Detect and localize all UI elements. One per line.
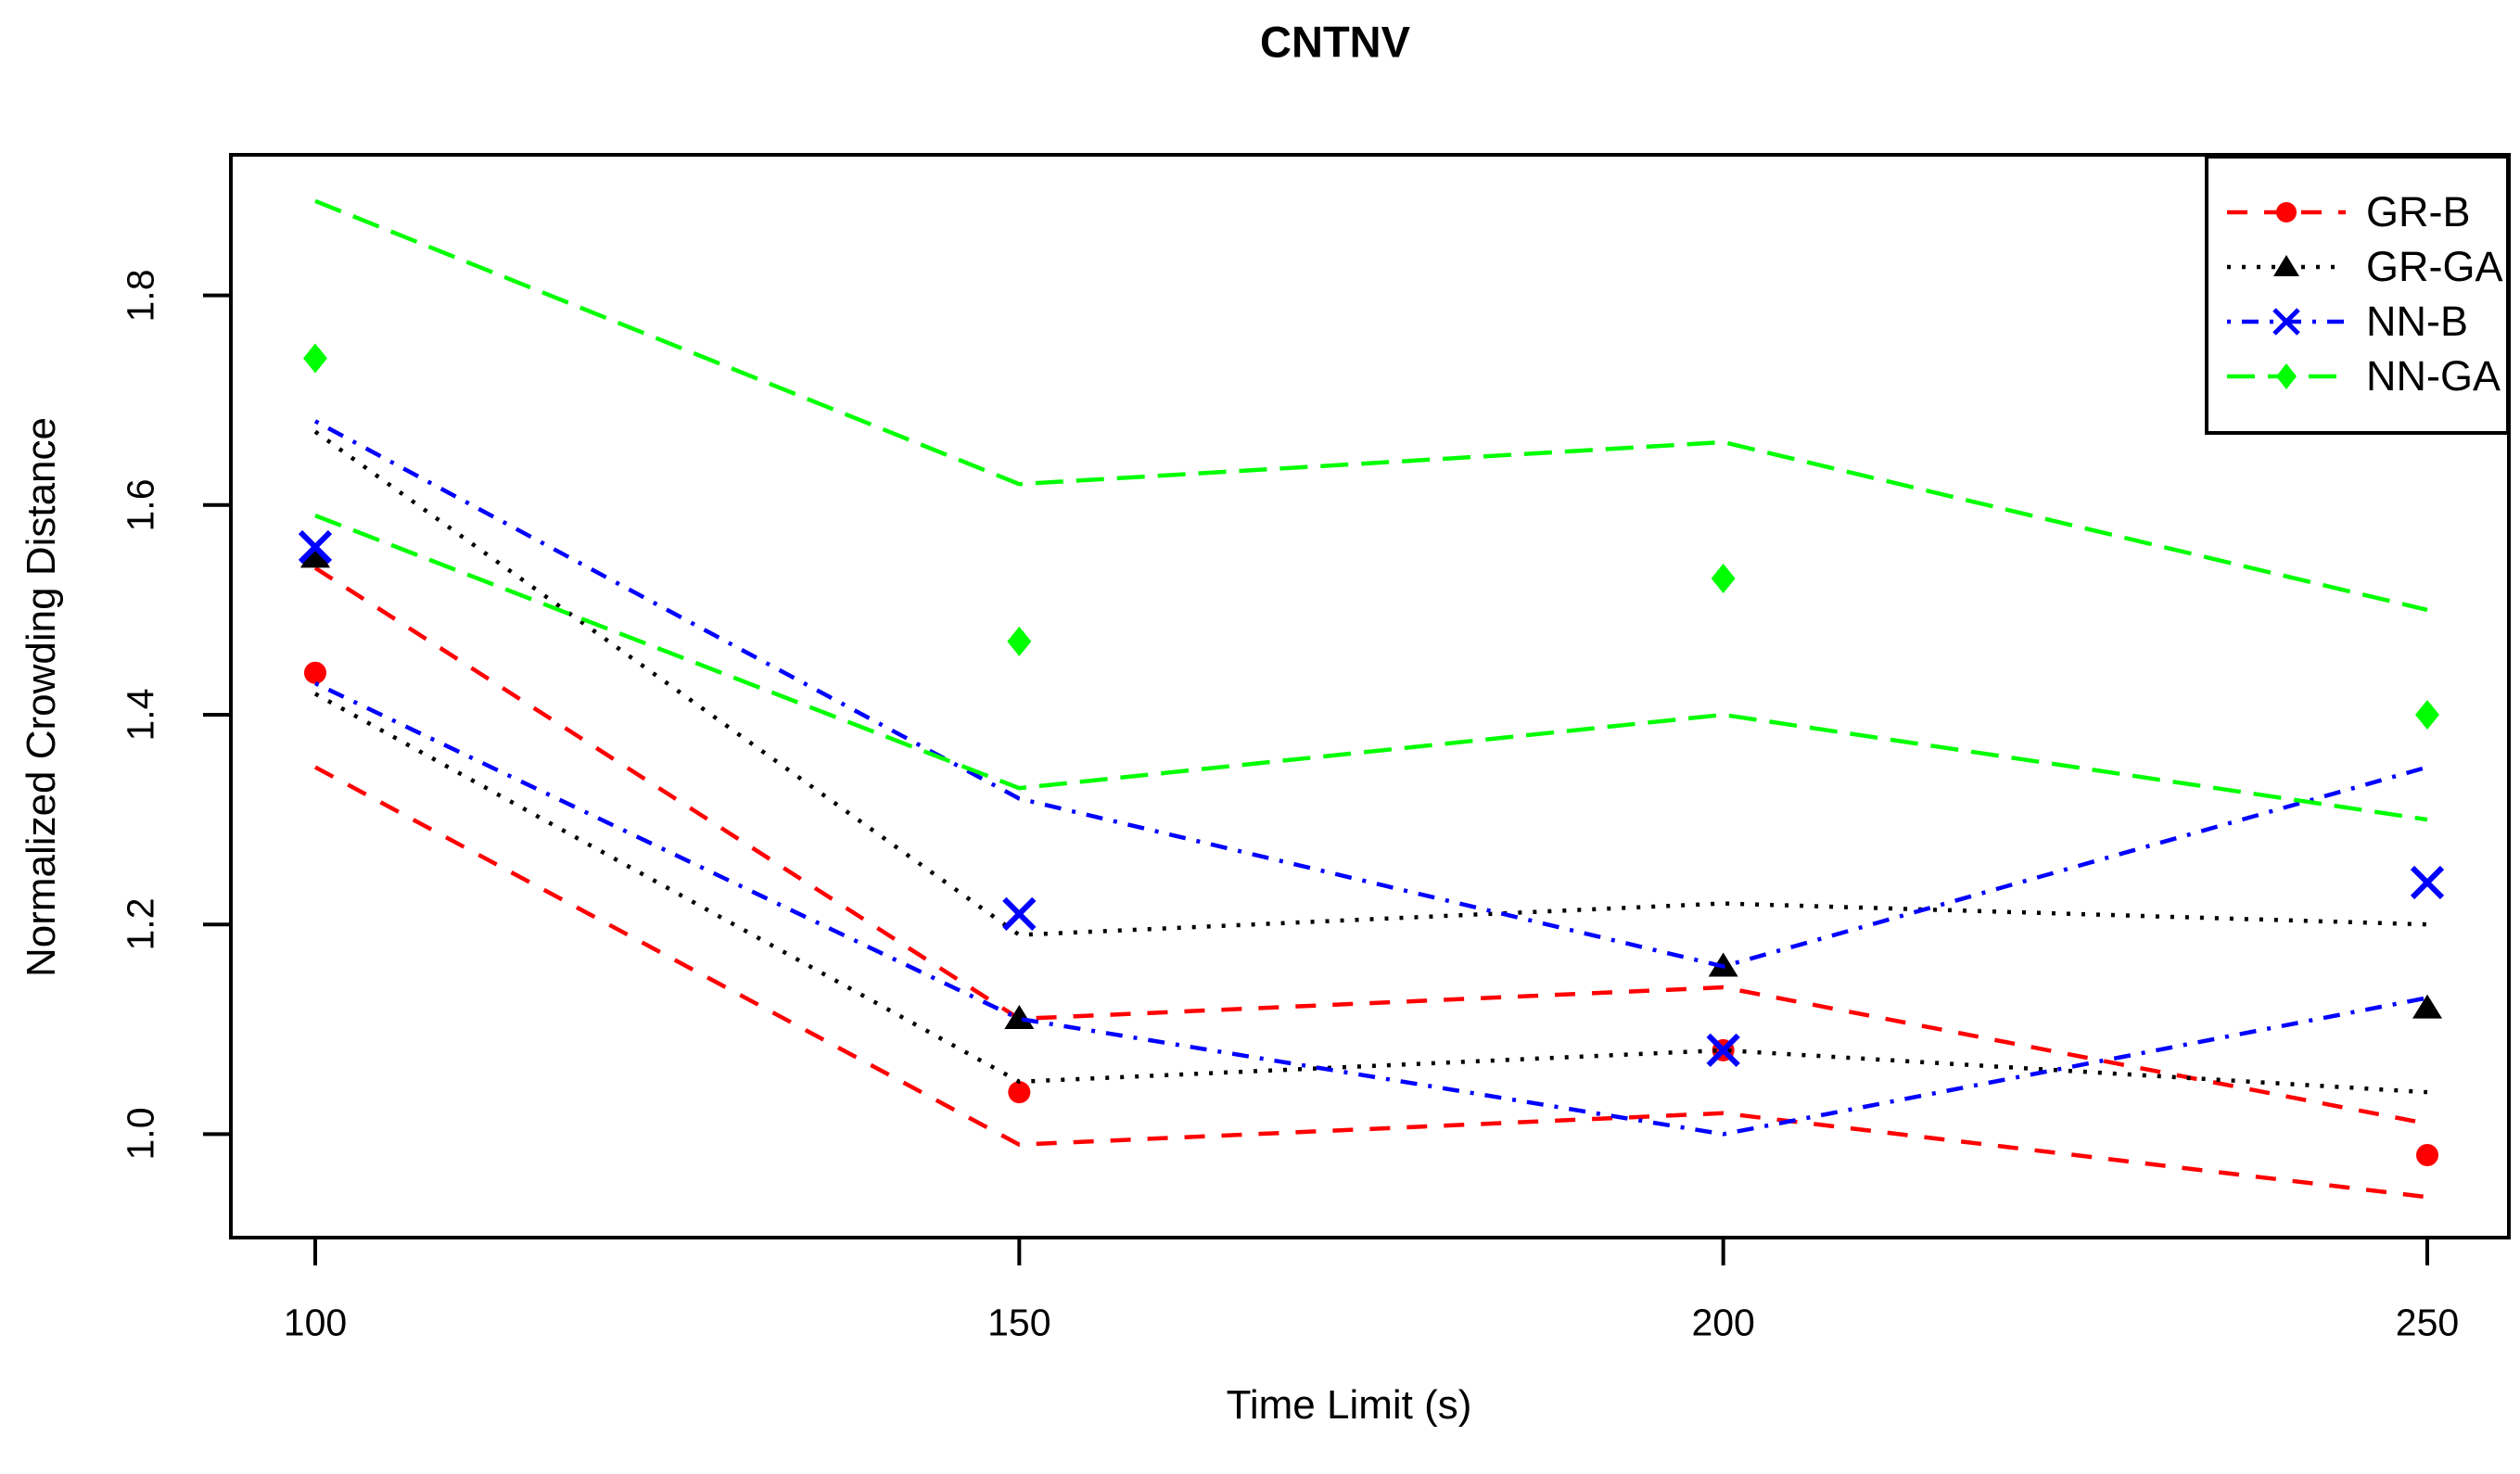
y-axis-label: Normalized Crowding Distance [19, 416, 64, 978]
legend-label-NN-B: NN-B [2366, 298, 2468, 345]
series-NN-GA-upper-line [314, 198, 2428, 613]
legend-item-GR-GA: GR-GA [2225, 243, 2503, 290]
legend-sample-NN-B [2227, 308, 2346, 336]
series-GR-GA-marker [2412, 994, 2442, 1019]
legend-sample-GR-B [2227, 202, 2346, 222]
series-NN-GA-marker [303, 343, 327, 374]
legend-sample-NN-GA [2227, 363, 2346, 389]
y-tick-label-1.4: 1.4 [119, 688, 162, 742]
y-tick-label-1.0: 1.0 [119, 1107, 162, 1161]
series-GR-B-marker [2416, 1144, 2438, 1167]
series-NN-B-marker [1002, 896, 1037, 932]
x-axis-label: Time Limit (s) [1226, 1382, 1472, 1428]
legend-item-NN-GA: NN-GA [2225, 352, 2501, 400]
series-GR-GA-marker [1004, 1004, 1035, 1029]
series-GR-GA-upper-line [313, 429, 2428, 937]
legend-label-GR-B: GR-B [2366, 188, 2471, 235]
legend-label-GR-GA: GR-GA [2366, 243, 2503, 290]
legend-box: GR-B GR-GA NN-B NN-GA [2205, 155, 2510, 435]
legend-label-NN-GA: NN-GA [2366, 352, 2501, 400]
y-tick-label-1.2: 1.2 [119, 897, 162, 951]
series-GR-GA-lower-line [313, 692, 2428, 1095]
x-tick-label-250: 250 [2395, 1301, 2460, 1344]
series-NN-B-lower-line [314, 681, 2428, 1137]
series-NN-GA-lower-line [314, 514, 2428, 822]
legend-sample-GR-GA [2227, 255, 2346, 276]
series-GR-GA-marker [300, 543, 330, 568]
series-GR-B-marker [304, 661, 326, 684]
x-tick-label-200: 200 [1691, 1301, 1755, 1344]
legend-item-GR-B: GR-B [2225, 188, 2471, 235]
series-GR-B-lower-line [313, 765, 2428, 1200]
series-GR-B-marker [1008, 1081, 1031, 1104]
y-tick-label-1.8: 1.8 [119, 269, 162, 323]
series-GR-B-upper-line [313, 565, 2428, 1126]
plot-border [229, 153, 2511, 1239]
x-tick-label-100: 100 [283, 1301, 348, 1344]
series-NN-GA-marker [1007, 626, 1032, 656]
legend-item-NN-B: NN-B [2225, 298, 2468, 345]
series-NN-B-marker [1706, 1033, 1740, 1068]
series-NN-GA-marker [1711, 563, 1736, 593]
series-NN-B-upper-line [313, 419, 2428, 969]
y-tick-label-1.6: 1.6 [119, 478, 162, 532]
series-NN-GA-marker [2415, 700, 2439, 730]
series-NN-B-marker [298, 529, 333, 565]
chart-title: CNTNV [1260, 17, 1410, 67]
series-NN-B-marker [2410, 865, 2445, 900]
x-tick-label-150: 150 [987, 1301, 1051, 1344]
